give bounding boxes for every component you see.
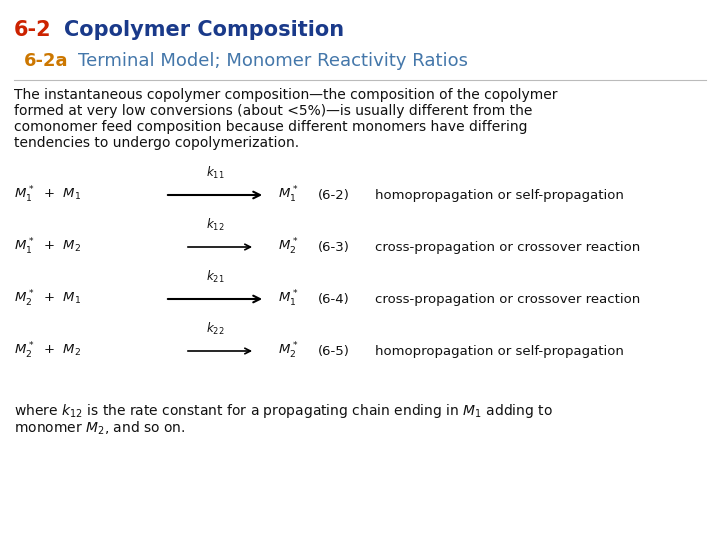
Text: $M_2^*$  +  $M_1$: $M_2^*$ + $M_1$ [14,289,81,309]
Text: (6-4): (6-4) [318,293,350,306]
Text: homopropagation or self-propagation: homopropagation or self-propagation [375,345,624,357]
Text: formed at very low conversions (about <5%)—is usually different from the: formed at very low conversions (about <5… [14,104,532,118]
Text: comonomer feed composition because different monomers have differing: comonomer feed composition because diffe… [14,120,528,134]
Text: $M_1^*$  +  $M_2$: $M_1^*$ + $M_2$ [14,237,81,257]
Text: homopropagation or self-propagation: homopropagation or self-propagation [375,188,624,201]
Text: where $k_{12}$ is the rate constant for a propagating chain ending in $M_1$ addi: where $k_{12}$ is the rate constant for … [14,402,553,420]
Text: 6-2: 6-2 [14,20,52,40]
Text: $M_1^*$: $M_1^*$ [278,185,298,205]
Text: $M_2^*$: $M_2^*$ [278,237,298,257]
Text: (6-2): (6-2) [318,188,350,201]
Text: cross-propagation or crossover reaction: cross-propagation or crossover reaction [375,240,640,253]
Text: Terminal Model; Monomer Reactivity Ratios: Terminal Model; Monomer Reactivity Ratio… [78,52,468,70]
Text: The instantaneous copolymer composition—the composition of the copolymer: The instantaneous copolymer composition—… [14,88,557,102]
Text: Copolymer Composition: Copolymer Composition [64,20,344,40]
Text: $k_{12}$: $k_{12}$ [206,217,224,233]
Text: $M_2^*$  +  $M_2$: $M_2^*$ + $M_2$ [14,341,81,361]
Text: (6-3): (6-3) [318,240,350,253]
Text: $M_2^*$: $M_2^*$ [278,341,298,361]
Text: $k_{22}$: $k_{22}$ [206,321,224,337]
Text: $M_1^*$: $M_1^*$ [278,289,298,309]
Text: (6-5): (6-5) [318,345,350,357]
Text: tendencies to undergo copolymerization.: tendencies to undergo copolymerization. [14,136,299,150]
Text: cross-propagation or crossover reaction: cross-propagation or crossover reaction [375,293,640,306]
Text: 6-2a: 6-2a [24,52,68,70]
Text: monomer $M_2$, and so on.: monomer $M_2$, and so on. [14,420,186,437]
Text: $M_1^*$  +  $M_1$: $M_1^*$ + $M_1$ [14,185,81,205]
Text: $k_{21}$: $k_{21}$ [206,269,224,285]
Text: $k_{11}$: $k_{11}$ [206,165,224,181]
